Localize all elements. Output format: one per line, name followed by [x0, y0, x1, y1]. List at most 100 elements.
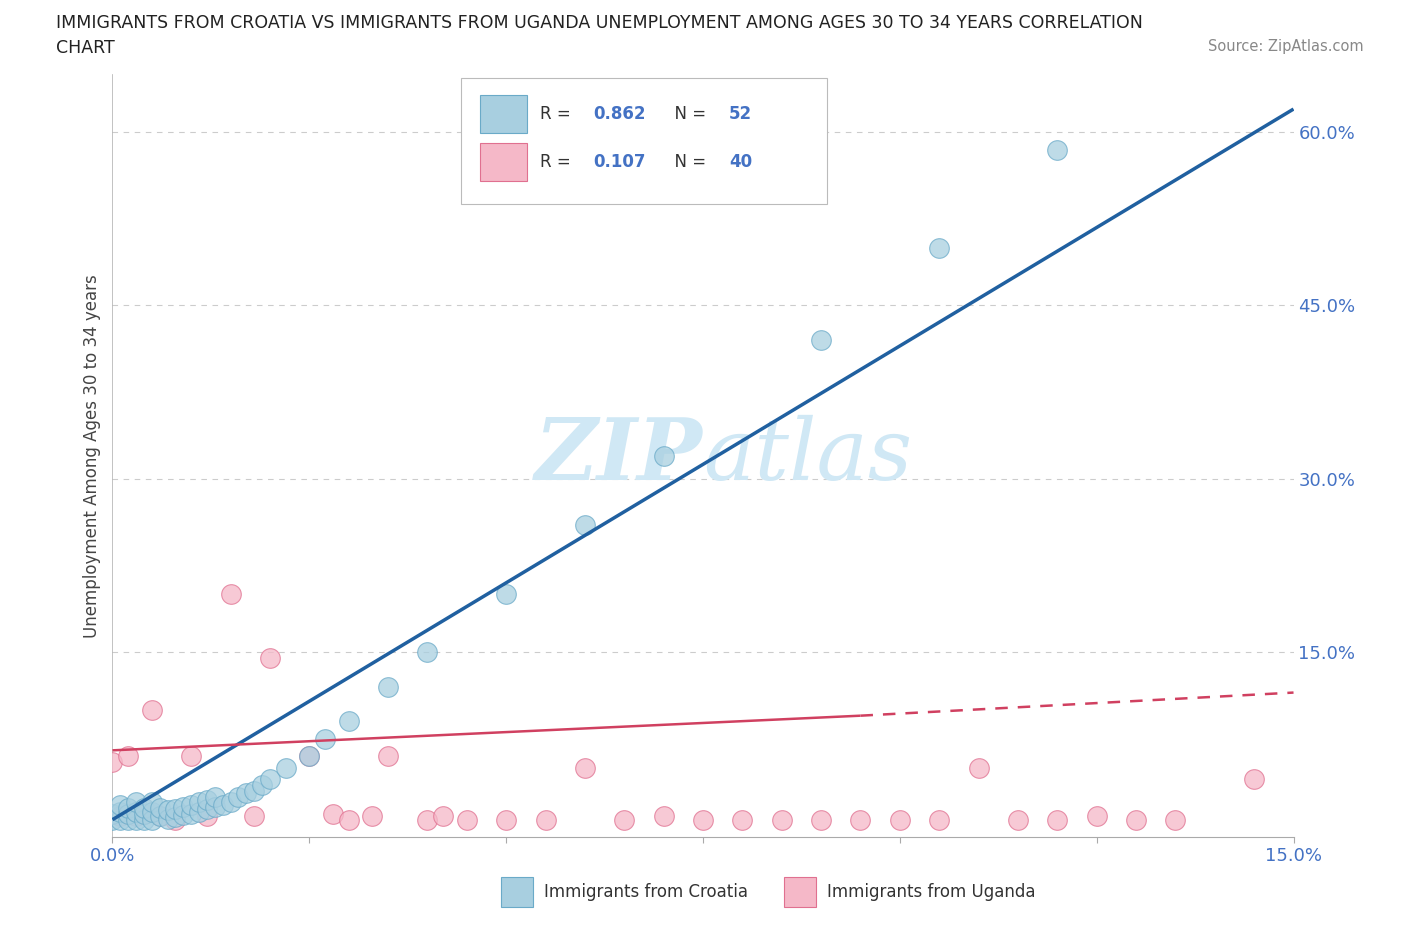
- Point: [613, 812, 636, 827]
- Point: [125, 812, 148, 827]
- FancyBboxPatch shape: [461, 78, 827, 204]
- Point: [180, 749, 202, 764]
- Text: 0.107: 0.107: [593, 153, 645, 171]
- Point: [101, 812, 124, 827]
- FancyBboxPatch shape: [501, 877, 533, 907]
- Point: [810, 333, 832, 348]
- Text: 0.862: 0.862: [593, 105, 645, 123]
- Point: [1125, 812, 1147, 827]
- Point: [149, 809, 172, 824]
- Y-axis label: Unemployment Among Ages 30 to 34 years: Unemployment Among Ages 30 to 34 years: [83, 273, 101, 638]
- Point: [195, 802, 218, 817]
- Point: [1046, 812, 1069, 827]
- Point: [132, 806, 155, 821]
- Point: [534, 812, 557, 827]
- Point: [574, 760, 596, 775]
- Point: [132, 801, 155, 816]
- Point: [770, 812, 793, 827]
- FancyBboxPatch shape: [785, 877, 817, 907]
- Point: [117, 812, 139, 827]
- Point: [188, 804, 211, 819]
- Point: [204, 800, 226, 815]
- FancyBboxPatch shape: [479, 95, 527, 133]
- Point: [117, 801, 139, 816]
- Point: [337, 714, 360, 729]
- Point: [652, 448, 675, 463]
- Point: [495, 587, 517, 602]
- Point: [117, 749, 139, 764]
- Point: [165, 802, 187, 817]
- Point: [243, 809, 266, 824]
- Point: [377, 679, 399, 694]
- Point: [652, 809, 675, 824]
- Point: [377, 749, 399, 764]
- Text: Immigrants from Croatia: Immigrants from Croatia: [544, 883, 748, 901]
- Text: N =: N =: [664, 105, 711, 123]
- Text: N =: N =: [664, 153, 711, 171]
- Point: [132, 806, 155, 821]
- Point: [1007, 812, 1029, 827]
- Point: [180, 806, 202, 821]
- Point: [195, 792, 218, 807]
- Point: [110, 797, 132, 812]
- Point: [928, 812, 950, 827]
- Point: [928, 240, 950, 255]
- Point: [156, 803, 179, 817]
- Point: [132, 812, 155, 827]
- Point: [110, 809, 132, 824]
- Point: [731, 812, 754, 827]
- Point: [416, 812, 439, 827]
- Point: [274, 760, 297, 775]
- Point: [141, 702, 163, 717]
- Point: [314, 731, 336, 746]
- Point: [692, 812, 714, 827]
- Point: [180, 797, 202, 812]
- Point: [141, 795, 163, 810]
- Point: [219, 795, 242, 810]
- Point: [889, 812, 911, 827]
- Point: [235, 786, 257, 801]
- Point: [195, 809, 218, 824]
- Point: [204, 790, 226, 804]
- Point: [416, 644, 439, 659]
- Text: ZIP: ZIP: [536, 414, 703, 498]
- Point: [298, 749, 321, 764]
- Point: [165, 812, 187, 827]
- Point: [141, 812, 163, 827]
- Point: [101, 806, 124, 821]
- Point: [110, 812, 132, 827]
- Point: [243, 783, 266, 798]
- Point: [1164, 812, 1187, 827]
- Point: [149, 801, 172, 816]
- Point: [322, 806, 344, 821]
- Point: [1243, 772, 1265, 787]
- Point: [141, 804, 163, 819]
- Text: 40: 40: [728, 153, 752, 171]
- Point: [117, 806, 139, 821]
- Point: [110, 804, 132, 819]
- Point: [361, 809, 384, 824]
- Point: [810, 812, 832, 827]
- Point: [172, 800, 194, 815]
- Text: Source: ZipAtlas.com: Source: ZipAtlas.com: [1208, 39, 1364, 54]
- Point: [298, 749, 321, 764]
- Point: [165, 810, 187, 825]
- Text: CHART: CHART: [56, 39, 115, 57]
- Point: [432, 809, 454, 824]
- Text: atlas: atlas: [703, 415, 912, 497]
- Text: R =: R =: [540, 153, 576, 171]
- Point: [250, 777, 273, 792]
- Point: [125, 809, 148, 824]
- Point: [495, 812, 517, 827]
- Point: [172, 807, 194, 822]
- Point: [211, 797, 233, 812]
- Point: [1085, 809, 1108, 824]
- Point: [574, 518, 596, 533]
- Point: [125, 804, 148, 819]
- Point: [456, 812, 478, 827]
- Point: [228, 790, 250, 804]
- FancyBboxPatch shape: [479, 143, 527, 181]
- Point: [1046, 142, 1069, 157]
- Point: [259, 772, 281, 787]
- Point: [219, 587, 242, 602]
